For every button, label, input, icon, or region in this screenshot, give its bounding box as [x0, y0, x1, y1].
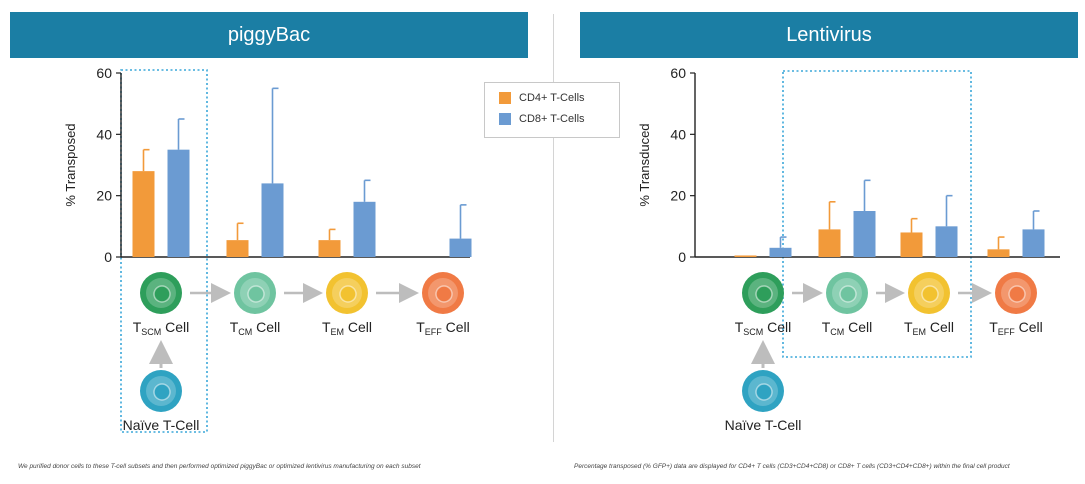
- bar: [935, 226, 958, 257]
- cell-nucleus: [435, 285, 453, 303]
- cell-label: TCM Cell: [230, 319, 281, 337]
- bar: [734, 255, 757, 257]
- highlight-box: [120, 69, 208, 433]
- y-tick-label: 60: [96, 65, 112, 81]
- naive-cell-label: Naïve T-Cell: [123, 417, 200, 433]
- legend-swatch-cd4: [499, 92, 511, 104]
- cell-nucleus: [755, 285, 773, 303]
- panel-title-lentivirus: Lentivirus: [580, 12, 1078, 58]
- bar: [769, 247, 792, 257]
- bar: [818, 229, 841, 257]
- y-tick-label: 20: [670, 188, 686, 204]
- legend-label-cd8: CD8+ T-Cells: [519, 113, 585, 125]
- cell-nucleus: [921, 285, 939, 303]
- cell-nucleus: [153, 285, 171, 303]
- y-tick-label: 0: [104, 249, 112, 265]
- panel-title-piggybac: piggyBac: [10, 12, 528, 58]
- y-tick-label: 40: [670, 126, 686, 142]
- footnote-left: We purified donor cells to these T-cell …: [18, 463, 421, 470]
- y-axis-label: % Transposed: [63, 123, 78, 206]
- bar: [449, 238, 472, 257]
- naive-cell-nucleus: [153, 383, 171, 401]
- bar: [132, 171, 155, 257]
- panel-divider: [553, 14, 554, 442]
- y-tick-label: 20: [96, 188, 112, 204]
- cell-label: TEM Cell: [904, 319, 954, 337]
- bar: [167, 149, 190, 257]
- footnote-right: Percentage transposed (% GFP+) data are …: [574, 463, 1010, 470]
- chart-panel-1: 0 20 40 60 % Transduced TSCM Cell TCM Cell TEM …: [637, 65, 1060, 433]
- naive-cell-nucleus: [755, 383, 773, 401]
- chart-legend: CD4+ T-Cells CD8+ T-Cells: [484, 82, 620, 138]
- bar: [318, 240, 341, 257]
- cell-label: TSCM Cell: [133, 319, 190, 337]
- legend-item-cd8: CD8+ T-Cells: [499, 113, 585, 125]
- cell-nucleus: [1008, 285, 1026, 303]
- bar: [226, 240, 249, 257]
- naive-cell-label: Naïve T-Cell: [725, 417, 802, 433]
- cell-label: TEFF Cell: [416, 319, 470, 337]
- y-tick-label: 0: [678, 249, 686, 265]
- cell-label: TCM Cell: [822, 319, 873, 337]
- cell-nucleus: [839, 285, 857, 303]
- cell-nucleus: [339, 285, 357, 303]
- cell-label: TSCM Cell: [735, 319, 792, 337]
- bar: [261, 183, 284, 257]
- bar: [1022, 229, 1045, 257]
- y-tick-label: 40: [96, 126, 112, 142]
- legend-label-cd4: CD4+ T-Cells: [519, 92, 585, 104]
- bar: [987, 249, 1010, 257]
- bar: [353, 201, 376, 257]
- y-tick-label: 60: [670, 65, 686, 81]
- cell-nucleus: [247, 285, 265, 303]
- bar: [853, 211, 876, 257]
- legend-swatch-cd8: [499, 113, 511, 125]
- highlight-box: [782, 70, 972, 358]
- cell-label: TEM Cell: [322, 319, 372, 337]
- y-axis-label: % Transduced: [637, 123, 652, 206]
- bar: [900, 232, 923, 257]
- legend-item-cd4: CD4+ T-Cells: [499, 92, 585, 104]
- chart-panel-0: 0 20 40 60 % Transposed TSCM Cell TCM Cell TEM …: [63, 65, 472, 433]
- cell-label: TEFF Cell: [989, 319, 1043, 337]
